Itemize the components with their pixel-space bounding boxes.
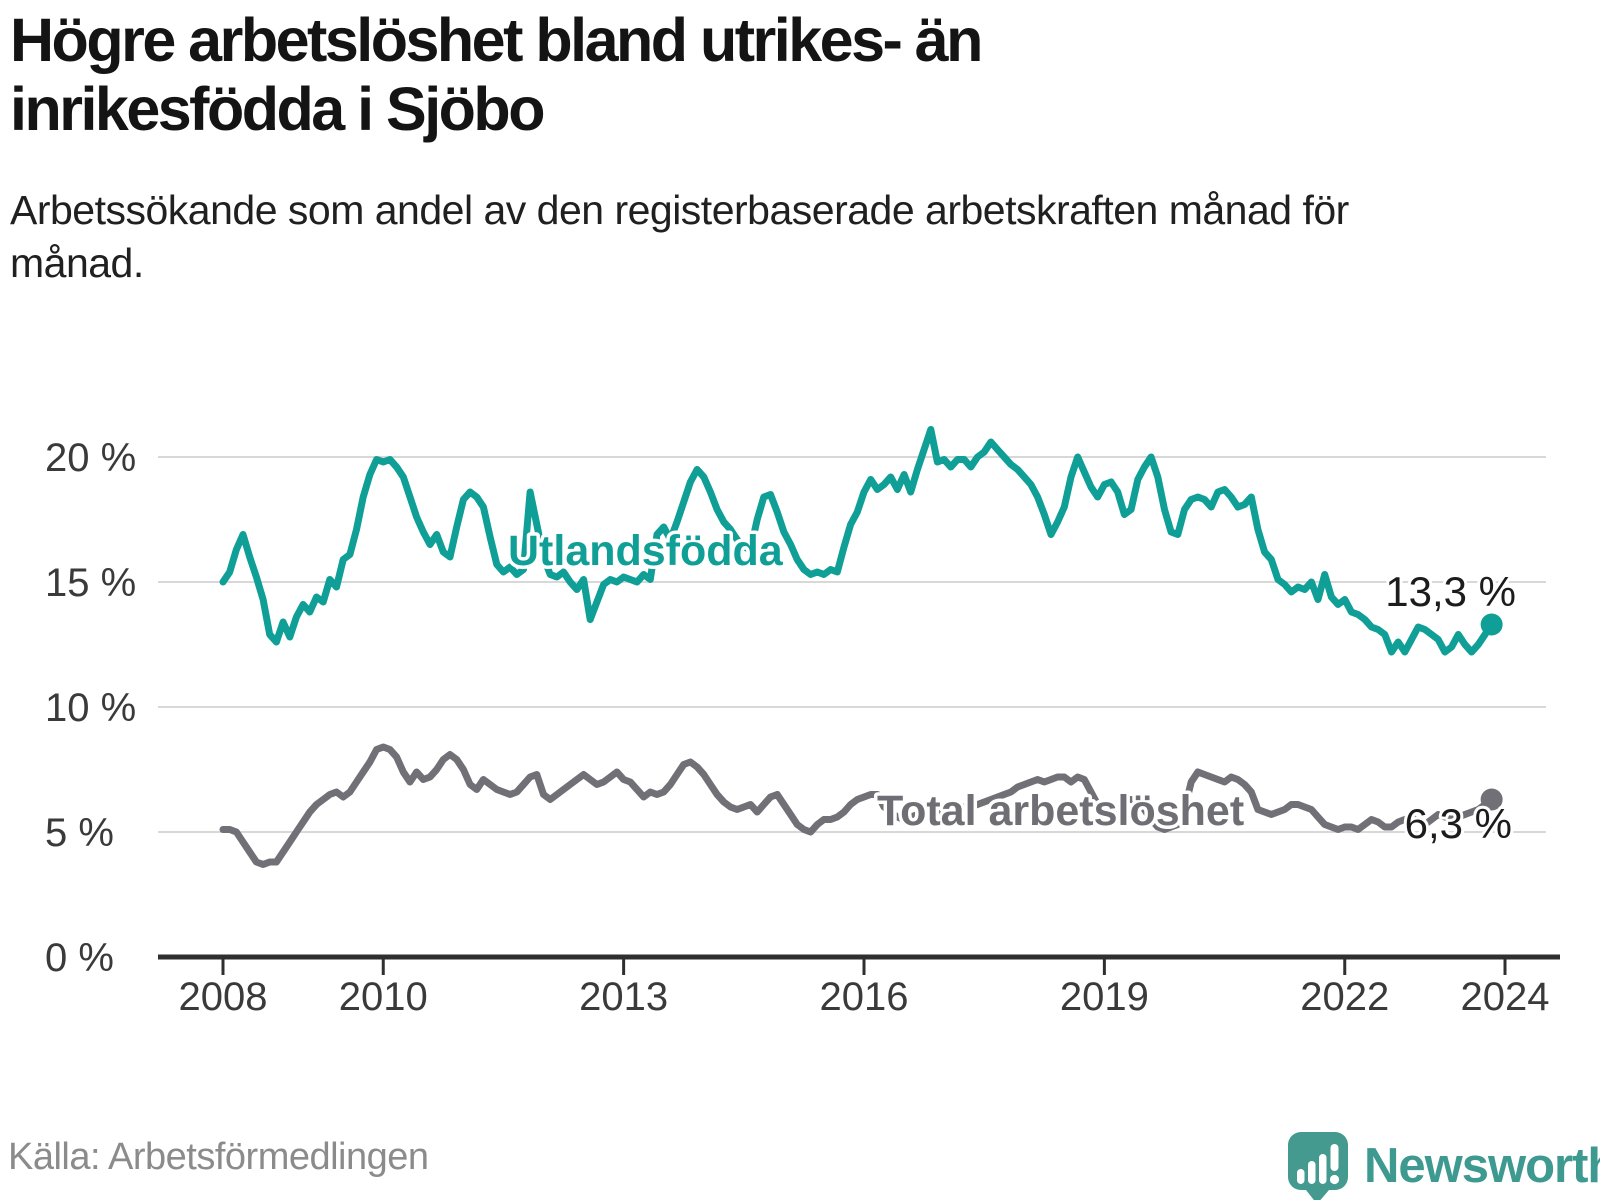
y-axis-tick-label: 10 % [45, 686, 136, 730]
x-axis-tick-label: 2019 [1060, 975, 1149, 1019]
series-line-utlandsfodda [219, 426, 1496, 656]
newsworthy-logo: Newsworthy [1286, 1130, 1600, 1200]
newsworthy-logo-icon [1288, 1132, 1348, 1200]
chart-title: Högre arbetslöshet bland utrikes- än inr… [10, 6, 983, 143]
y-axis-tick-label: 0 % [45, 936, 114, 980]
newsworthy-logo-text: Newsworthy [1364, 1139, 1600, 1193]
series-label: Total arbetslöshet [877, 787, 1244, 835]
x-axis-tick-label: 2010 [339, 975, 428, 1019]
series-label: Utlandsfödda [508, 527, 784, 575]
source-note: Källa: Arbetsförmedlingen [8, 1136, 429, 1178]
series-end-value-label: 6,3 % [1405, 800, 1512, 847]
y-axis-tick-label: 5 % [45, 811, 114, 855]
series-end-value-label: 13,3 % [1385, 568, 1516, 615]
x-axis-tick-label: 2022 [1300, 975, 1389, 1019]
x-axis-tick-label: 2024 [1461, 975, 1550, 1019]
chart-subtitle: Arbetssökande som andel av den registerb… [10, 187, 1349, 287]
x-axis-tick-label: 2008 [179, 975, 268, 1019]
series-end-dot [1480, 613, 1503, 636]
series-end-dot [1480, 788, 1503, 811]
x-axis-tick-label: 2016 [820, 975, 909, 1019]
y-axis-tick-label: 20 % [45, 436, 136, 480]
y-axis-tick-label: 15 % [45, 561, 136, 605]
x-axis-tick-label: 2013 [579, 975, 668, 1019]
series-line-total [219, 743, 1496, 868]
